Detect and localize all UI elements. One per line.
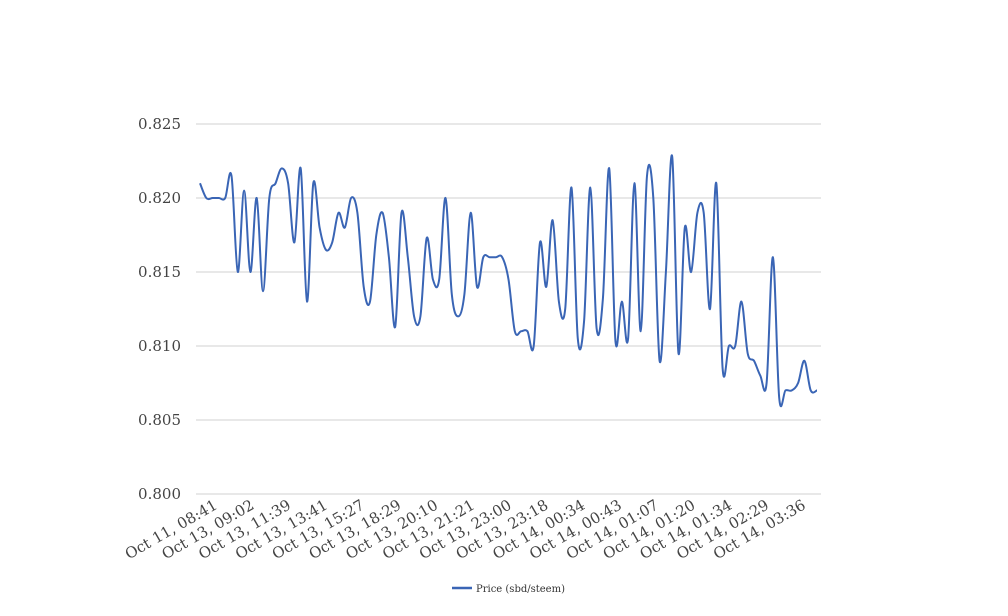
y-tick-label: 0.800 bbox=[138, 485, 181, 503]
y-tick-label: 0.820 bbox=[138, 189, 181, 207]
legend-label: Price (sbd/steem) bbox=[476, 584, 565, 595]
y-tick-label: 0.815 bbox=[138, 263, 181, 281]
legend: Price (sbd/steem) bbox=[452, 584, 565, 595]
y-axis-ticks: 0.800 0.805 0.810 0.815 0.820 0.825 bbox=[138, 115, 181, 503]
gridlines bbox=[196, 123, 821, 495]
y-tick-label: 0.810 bbox=[138, 337, 181, 355]
y-tick-label: 0.805 bbox=[138, 411, 181, 429]
y-tick-label: 0.825 bbox=[138, 115, 181, 133]
series-lines bbox=[199, 154, 818, 408]
series-line bbox=[199, 154, 818, 408]
